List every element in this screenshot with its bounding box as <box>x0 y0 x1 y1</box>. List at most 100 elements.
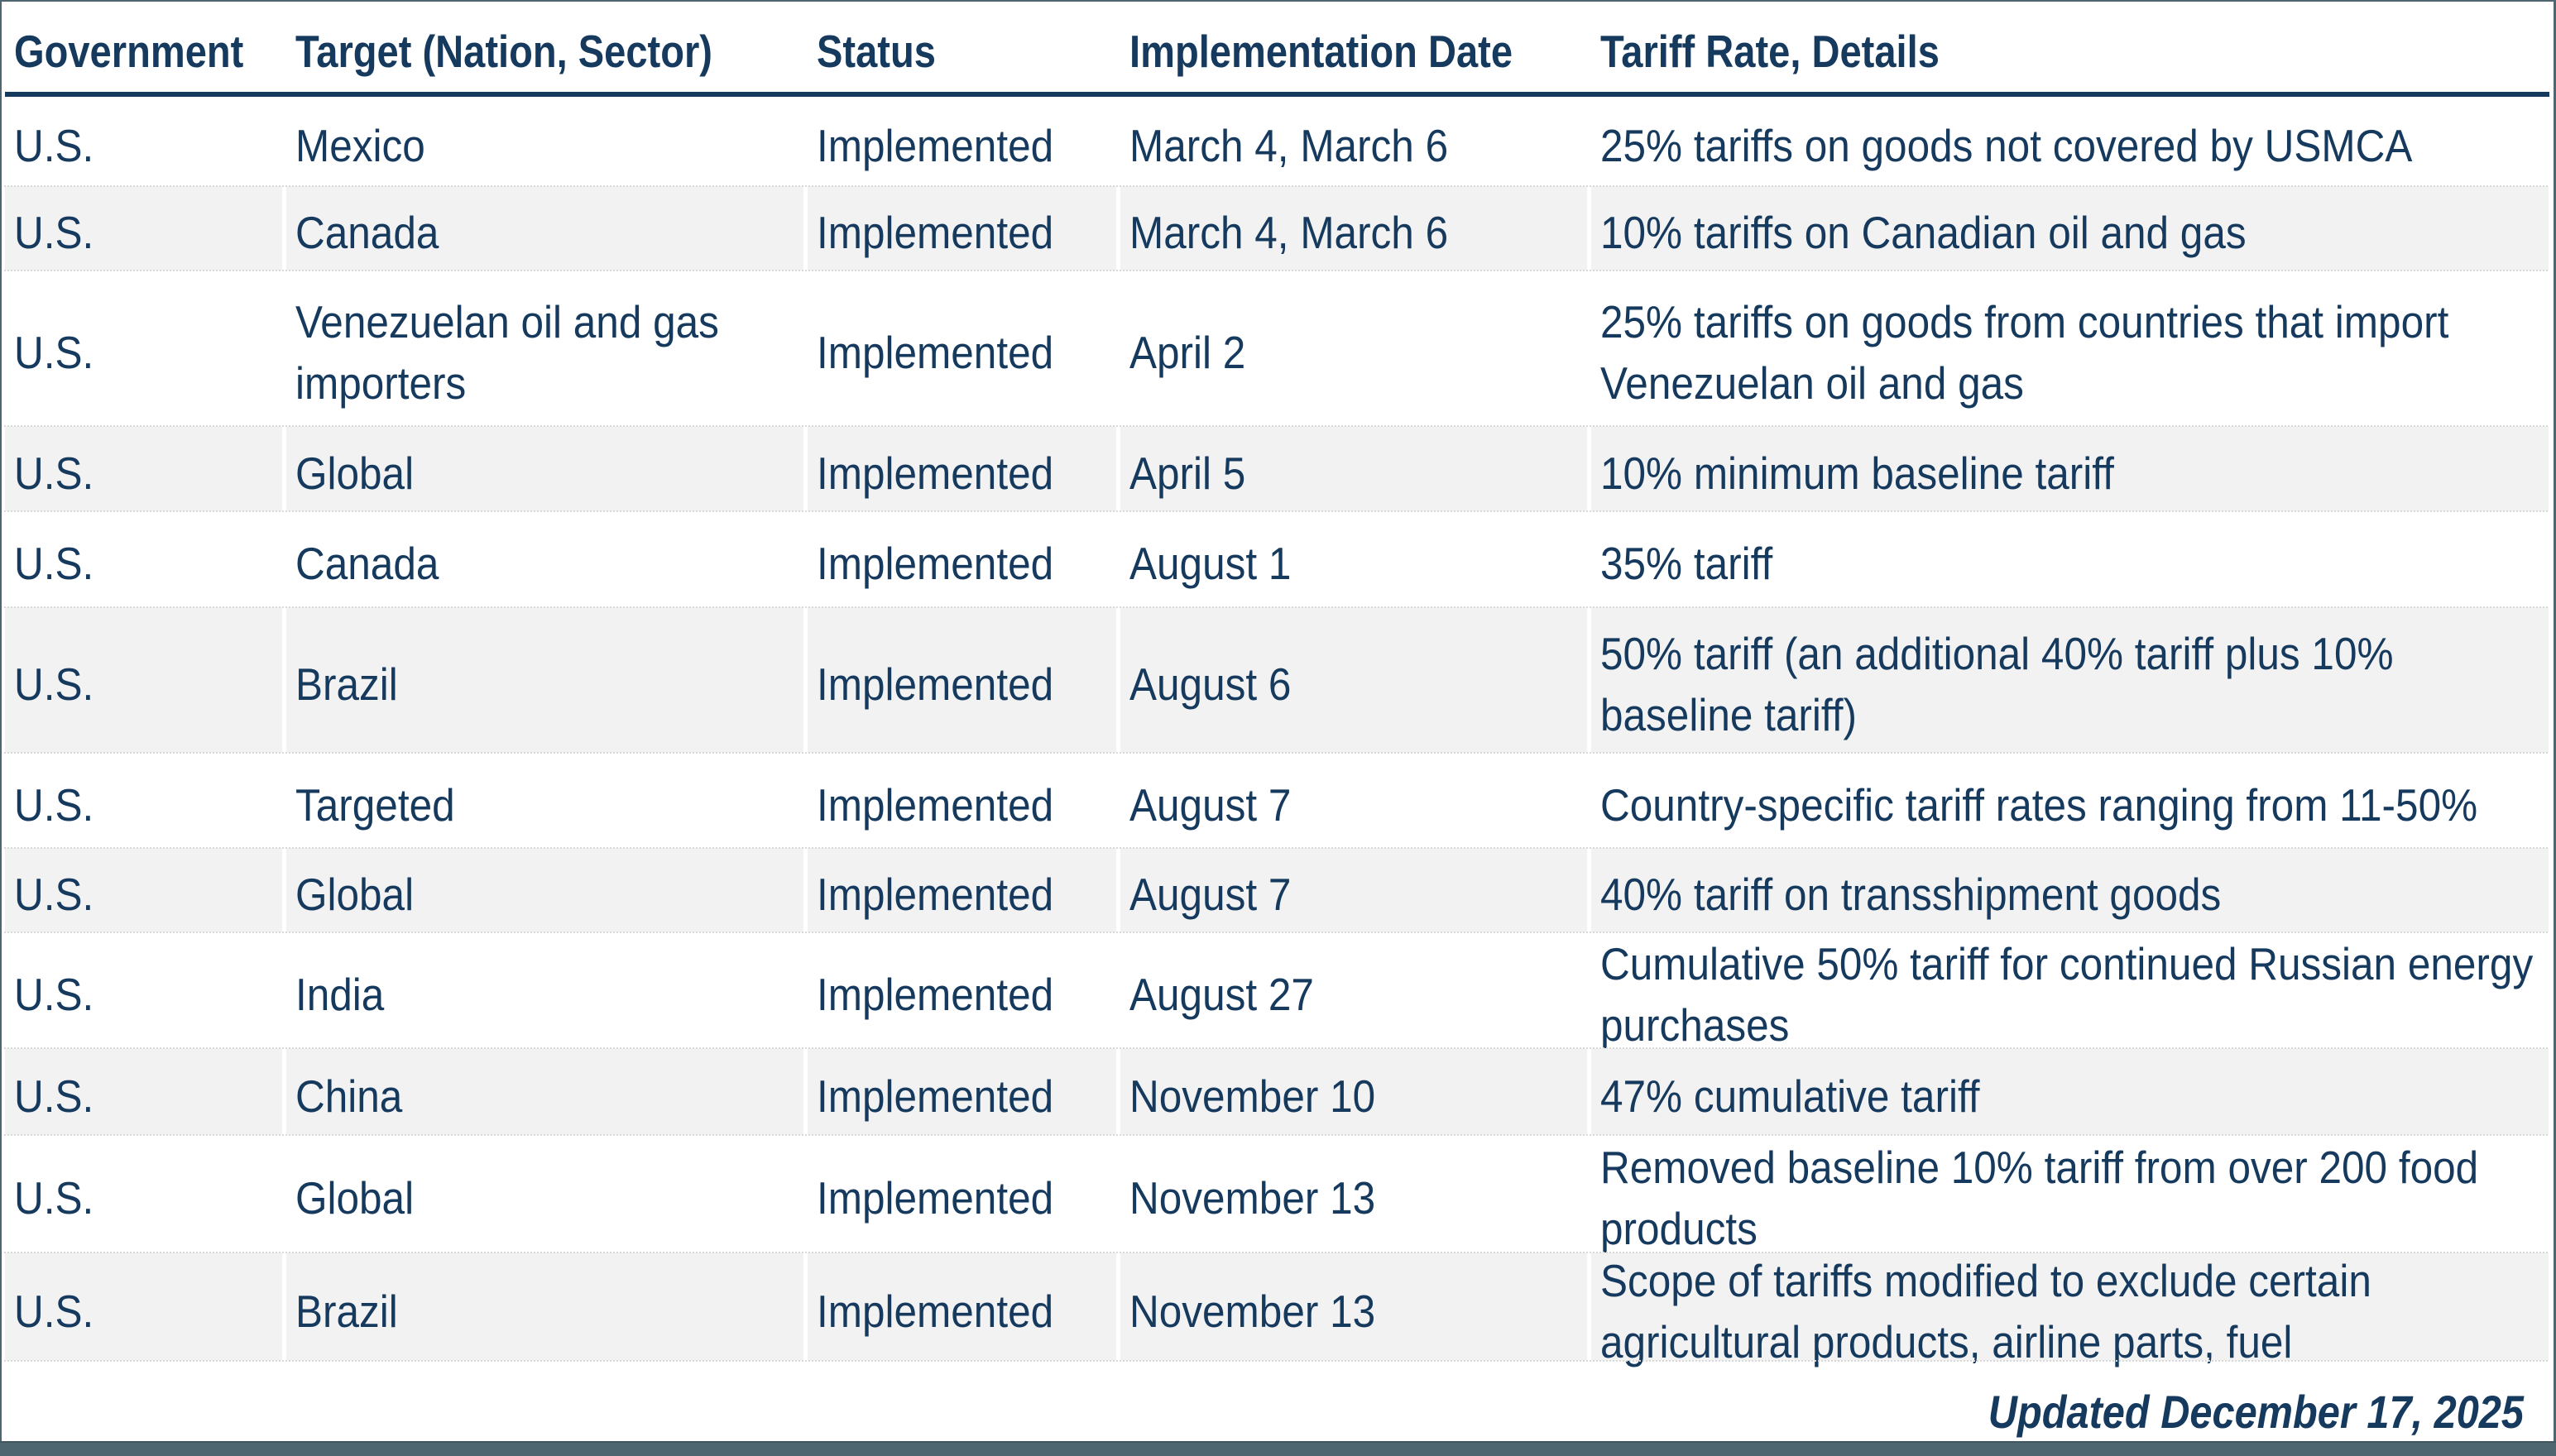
cell-text-government: U.S. <box>14 869 94 920</box>
cell-text-status: Implemented <box>817 327 1054 378</box>
cell-text-status: Implemented <box>817 538 1054 589</box>
cell-text-government: U.S. <box>14 778 94 831</box>
cell-government: U.S. <box>5 511 282 607</box>
cell-details: 25% tariffs on goods not covered by USMC… <box>1591 97 2549 186</box>
table-row: U.S. Brazil Implemented August 6 50% tariff … <box>0 606 2556 753</box>
cell-text-government: U.S. <box>14 969 94 1020</box>
cell-text-status: Implemented <box>817 207 1054 258</box>
bottom-border-band <box>0 1441 2556 1456</box>
cell-target: Venezuelan oil and gas importers <box>286 271 803 426</box>
cell-government: U.S. <box>5 607 282 753</box>
cell-target: Global <box>286 426 803 511</box>
cell-text-status: Implemented <box>817 1172 1054 1224</box>
row-divider <box>4 606 2549 608</box>
cell-government: U.S. <box>5 932 282 1048</box>
cell-status: Implemented <box>808 753 1116 848</box>
row-divider <box>4 1252 2549 1253</box>
cell-details: Cumulative 50% tariff for continued Russ… <box>1591 932 2549 1051</box>
cell-text-date: August 27 <box>1129 969 1314 1020</box>
table-row: U.S. Canada Implemented August 1 35% tariff <box>0 510 2556 607</box>
cell-text-date: August 7 <box>1129 778 1292 831</box>
cell-text-details: 47% cumulative tariff <box>1600 1070 1980 1122</box>
cell-target: Brazil <box>286 607 803 753</box>
cell-text-status: Implemented <box>817 447 1054 499</box>
cell-text-government: U.S. <box>14 447 94 499</box>
cell-target: Targeted <box>286 753 803 848</box>
table-body: U.S. Mexico Implemented March 4, March 6 25%… <box>0 97 2556 1367</box>
row-divider <box>4 270 2549 271</box>
cell-government: U.S. <box>5 186 282 271</box>
cell-date: April 2 <box>1120 271 1587 426</box>
cell-text-details: Cumulative 50% tariff for continued Russ… <box>1600 938 2534 1051</box>
cell-details: Removed baseline 10% tariff from over 20… <box>1591 1135 2549 1254</box>
cell-target: India <box>286 932 803 1048</box>
cell-text-status: Implemented <box>817 659 1054 710</box>
cell-date: November 13 <box>1120 1252 1587 1361</box>
cell-text-date: August 1 <box>1129 538 1292 589</box>
cell-status: Implemented <box>808 271 1116 426</box>
cell-text-target: Global <box>295 1172 415 1224</box>
cell-date: August 7 <box>1120 753 1587 848</box>
column-header-implementation-date: Implementation Date <box>1129 25 1513 77</box>
cell-status: Implemented <box>808 511 1116 607</box>
table-row: U.S. Canada Implemented March 4, March 6 10%… <box>0 185 2556 271</box>
cell-date: November 10 <box>1120 1048 1587 1135</box>
cell-text-target: India <box>295 969 385 1020</box>
column-header-target: Target (Nation, Sector) <box>295 25 712 77</box>
cell-text-date: November 13 <box>1129 1285 1376 1337</box>
cell-target: Brazil <box>286 1252 803 1361</box>
cell-text-details: 25% tariffs on goods from countries that… <box>1600 296 2449 409</box>
cell-text-details: 40% tariff on transshipment goods <box>1600 869 2222 920</box>
cell-text-target: Brazil <box>295 1285 398 1337</box>
cell-text-target: China <box>295 1070 403 1122</box>
cell-text-government: U.S. <box>14 659 94 710</box>
row-divider <box>4 510 2549 512</box>
cell-government: U.S. <box>5 426 282 511</box>
cell-status: Implemented <box>808 186 1116 271</box>
table-row: U.S. Global Implemented April 5 10% minimum … <box>0 425 2556 511</box>
cell-details: 35% tariff <box>1591 511 2549 607</box>
cell-target: Canada <box>286 511 803 607</box>
row-divider <box>4 1360 2549 1362</box>
row-divider <box>4 1047 2549 1049</box>
row-divider <box>4 1134 2549 1136</box>
cell-date: August 7 <box>1120 848 1587 932</box>
cell-date: August 6 <box>1120 607 1587 753</box>
table-row: U.S. Global Implemented August 7 40% tariff … <box>0 847 2556 932</box>
cell-status: Implemented <box>808 426 1116 511</box>
cell-date: April 5 <box>1120 426 1587 511</box>
cell-date: August 27 <box>1120 932 1587 1048</box>
cell-target: Global <box>286 1135 803 1252</box>
table-row: U.S. Global Implemented November 13 Removed … <box>0 1134 2556 1254</box>
table-row: U.S. Targeted Implemented August 7 Country-s… <box>0 752 2556 848</box>
table-row: U.S. Brazil Implemented November 13 Scope of… <box>0 1252 2556 1367</box>
cell-status: Implemented <box>808 932 1116 1048</box>
cell-text-target: Canada <box>295 207 439 258</box>
cell-government: U.S. <box>5 753 282 848</box>
cell-text-target: Targeted <box>295 778 455 831</box>
cell-text-details: Scope of tariffs modified to exclude cer… <box>1600 1254 2371 1367</box>
cell-details: 10% minimum baseline tariff <box>1591 426 2549 511</box>
updated-date-note: Updated December 17, 2025 <box>1988 1386 2524 1438</box>
table-row: U.S. Mexico Implemented March 4, March 6 25%… <box>0 97 2556 186</box>
cell-date: August 1 <box>1120 511 1587 607</box>
cell-date: March 4, March 6 <box>1120 97 1587 186</box>
cell-text-date: April 5 <box>1129 447 1246 499</box>
cell-text-status: Implemented <box>817 1070 1054 1122</box>
cell-text-government: U.S. <box>14 120 94 171</box>
cell-details: 40% tariff on transshipment goods <box>1591 848 2549 932</box>
cell-status: Implemented <box>808 607 1116 753</box>
cell-status: Implemented <box>808 97 1116 186</box>
cell-details: 25% tariffs on goods from countries that… <box>1591 271 2549 426</box>
cell-status: Implemented <box>808 1048 1116 1135</box>
row-divider <box>4 752 2549 754</box>
tariff-table: Government Target (Nation, Sector) Statu… <box>0 2 2556 1367</box>
cell-status: Implemented <box>808 848 1116 932</box>
cell-text-details: 50% tariff (an additional 40% tariff plu… <box>1600 628 2394 740</box>
cell-text-date: November 13 <box>1129 1172 1376 1224</box>
cell-target: Global <box>286 848 803 932</box>
cell-government: U.S. <box>5 848 282 932</box>
cell-text-details: 10% tariffs on Canadian oil and gas <box>1600 207 2247 258</box>
cell-government: U.S. <box>5 271 282 426</box>
cell-target: Canada <box>286 186 803 271</box>
